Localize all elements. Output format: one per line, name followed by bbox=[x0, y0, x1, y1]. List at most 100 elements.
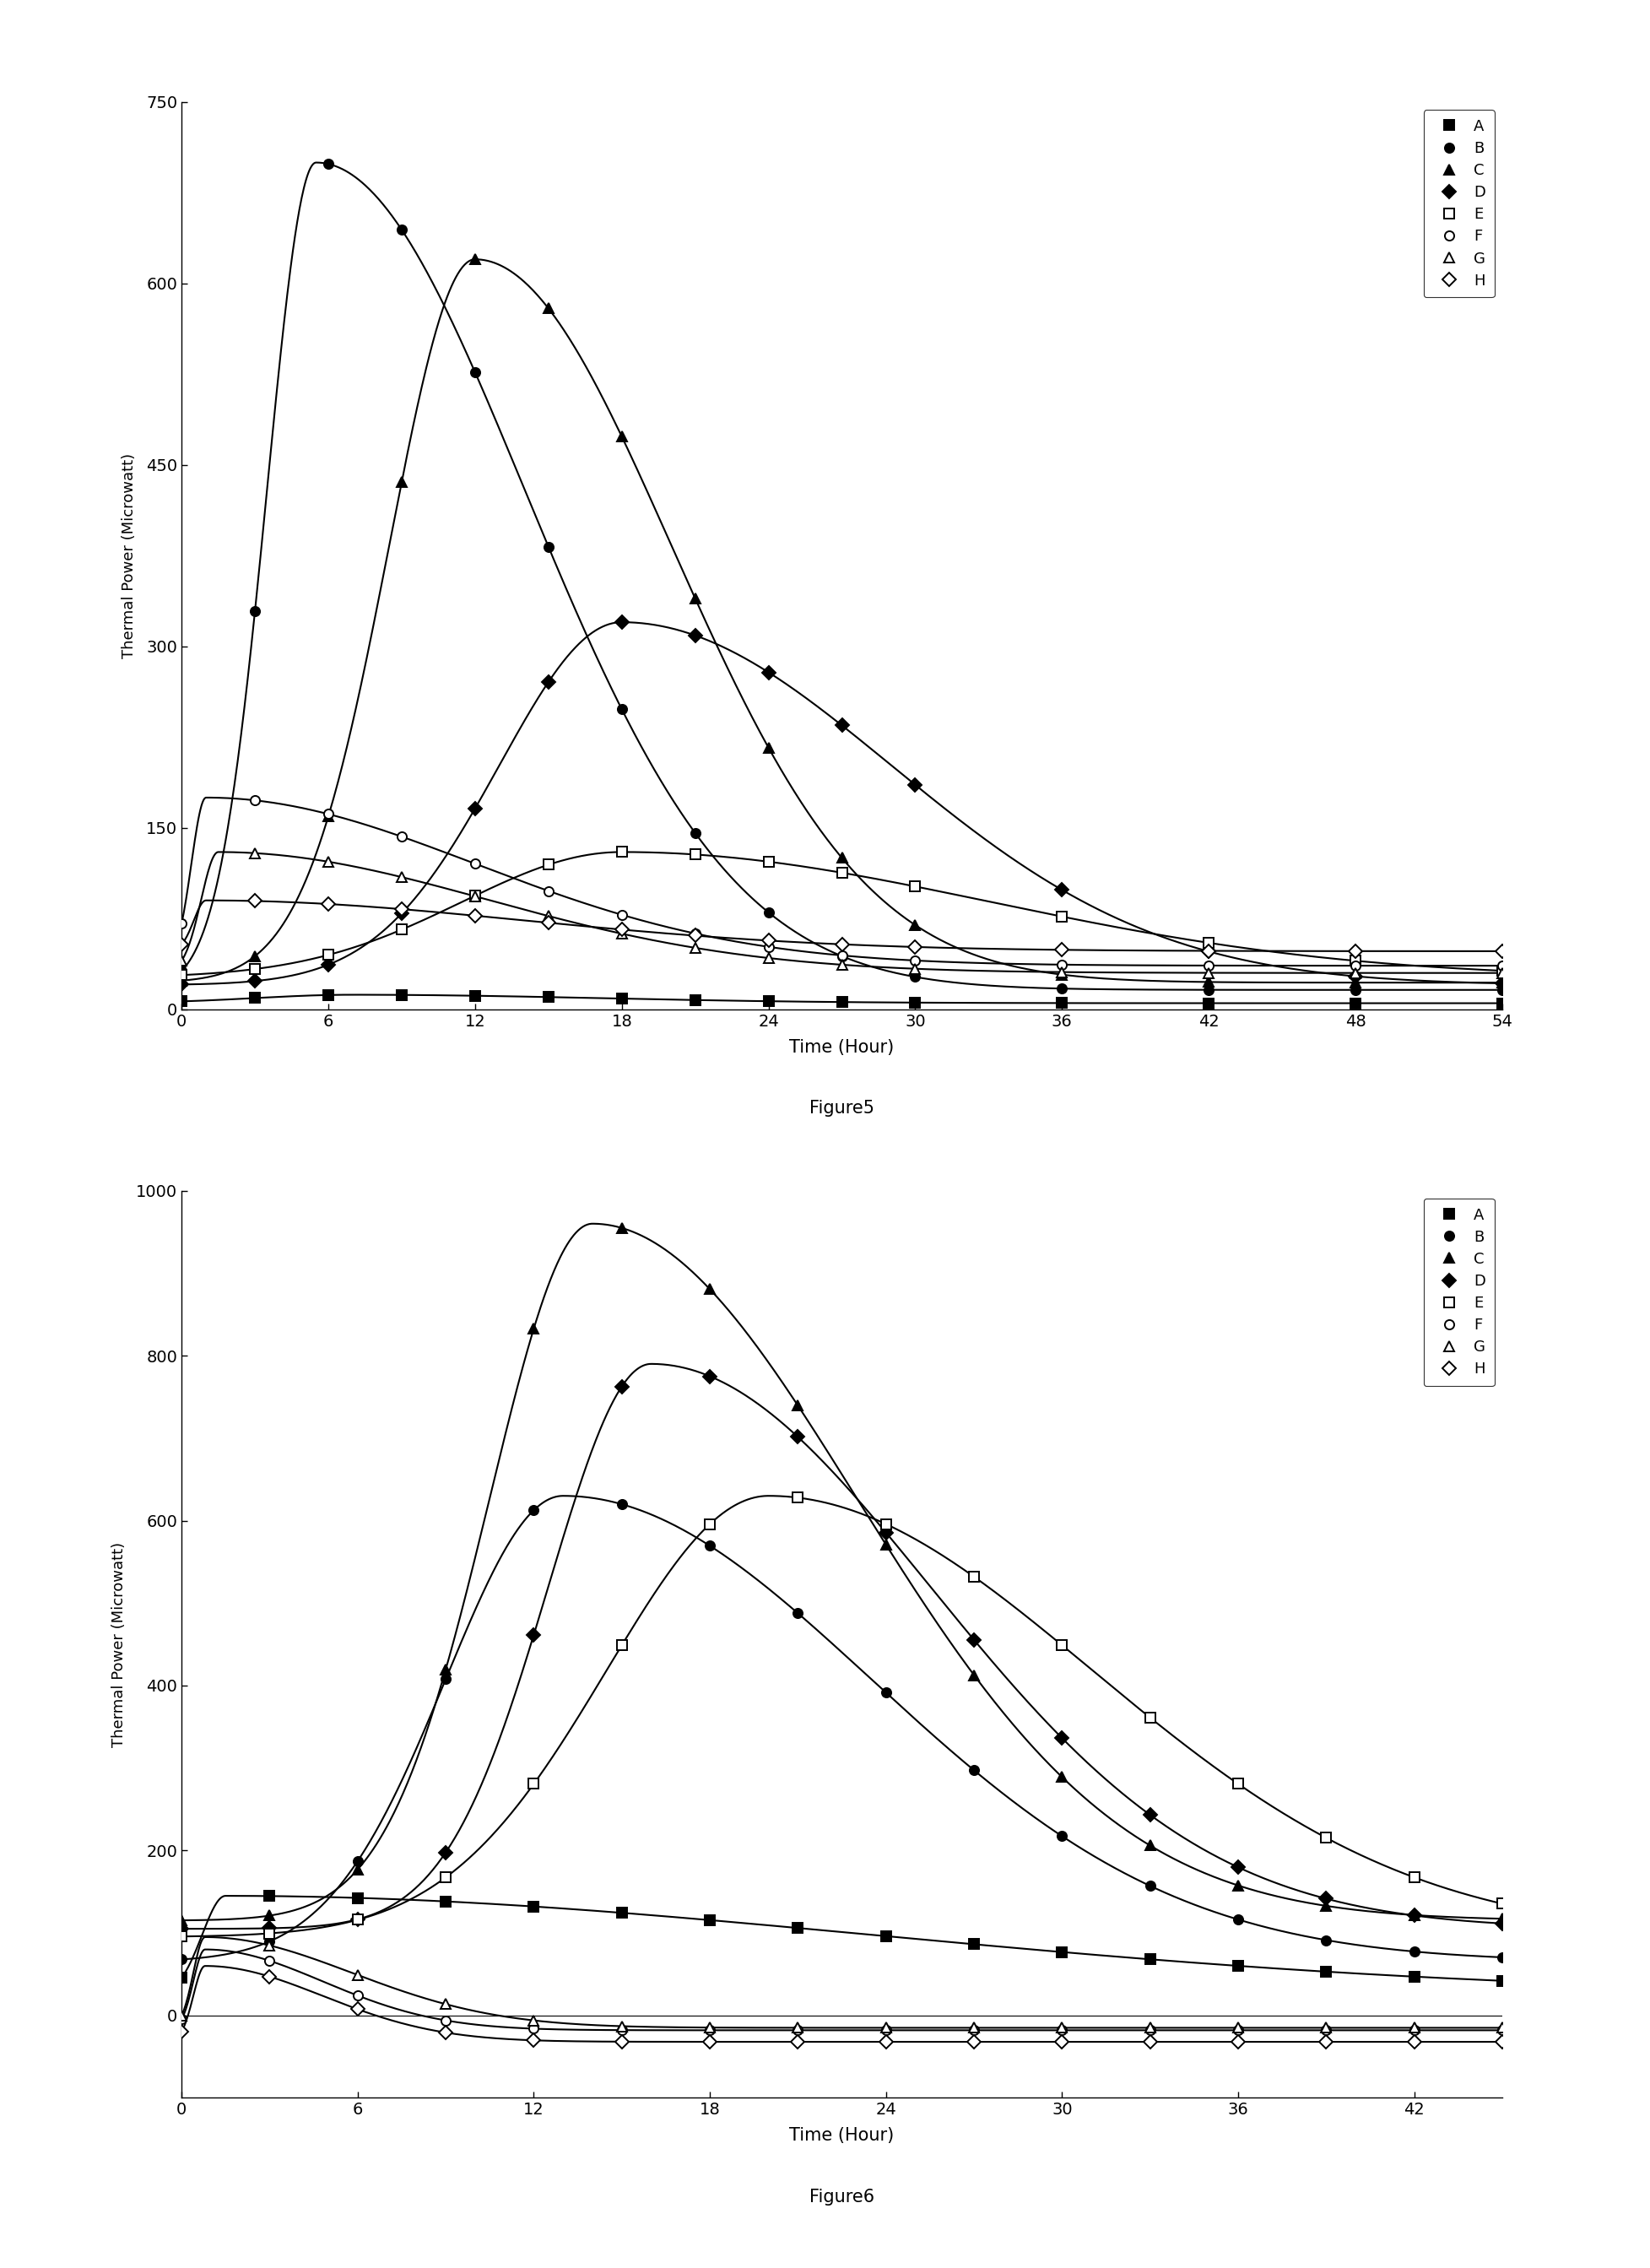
E bbox=[523, 1771, 543, 1799]
E bbox=[436, 1864, 455, 1892]
C bbox=[1404, 1901, 1424, 1928]
F bbox=[1404, 2016, 1424, 2043]
Line: H: H bbox=[177, 1971, 1506, 2046]
Line: B: B bbox=[177, 1499, 1506, 1964]
X-axis label: Time (Hour): Time (Hour) bbox=[789, 1039, 894, 1055]
D bbox=[612, 1372, 632, 1399]
G bbox=[612, 921, 632, 948]
Line: A: A bbox=[177, 1892, 1506, 1984]
B bbox=[612, 696, 632, 723]
Line: D: D bbox=[177, 1372, 1506, 1935]
B bbox=[876, 1678, 896, 1706]
Line: E: E bbox=[177, 1492, 1506, 1941]
C bbox=[1051, 962, 1071, 989]
A bbox=[964, 1930, 983, 1957]
A bbox=[538, 984, 558, 1012]
E bbox=[964, 1563, 983, 1590]
G bbox=[1492, 959, 1511, 987]
B bbox=[391, 215, 411, 243]
G bbox=[1228, 2014, 1247, 2041]
Line: G: G bbox=[177, 848, 1506, 978]
B bbox=[436, 1665, 455, 1692]
H bbox=[1404, 2028, 1424, 2055]
A bbox=[1198, 989, 1218, 1016]
E bbox=[538, 850, 558, 878]
E bbox=[904, 873, 924, 900]
E bbox=[787, 1483, 807, 1510]
C bbox=[318, 803, 338, 830]
H bbox=[832, 930, 851, 957]
H bbox=[244, 887, 264, 914]
D bbox=[1404, 1903, 1424, 1930]
A bbox=[1404, 1964, 1424, 1991]
E bbox=[172, 962, 191, 989]
Text: Figure5: Figure5 bbox=[808, 1100, 874, 1116]
A bbox=[172, 989, 191, 1016]
G bbox=[904, 955, 924, 982]
C bbox=[1228, 1871, 1247, 1898]
D bbox=[538, 669, 558, 696]
B bbox=[612, 1490, 632, 1517]
E bbox=[259, 1919, 279, 1946]
B bbox=[465, 358, 485, 386]
A bbox=[318, 982, 338, 1009]
B bbox=[904, 964, 924, 991]
B bbox=[1140, 1873, 1160, 1901]
Line: G: G bbox=[177, 1941, 1506, 2032]
G bbox=[1051, 2014, 1071, 2041]
D bbox=[436, 1839, 455, 1867]
C bbox=[1198, 968, 1218, 996]
H bbox=[348, 1996, 368, 2023]
F bbox=[700, 2016, 719, 2043]
H bbox=[1140, 2028, 1160, 2055]
H bbox=[318, 891, 338, 919]
D bbox=[904, 771, 924, 798]
Y-axis label: Thermal Power (Microwatt): Thermal Power (Microwatt) bbox=[122, 454, 137, 658]
C bbox=[259, 1903, 279, 1930]
E bbox=[612, 1631, 632, 1658]
D bbox=[1315, 1885, 1335, 1912]
E bbox=[832, 860, 851, 887]
E bbox=[612, 839, 632, 866]
E bbox=[1051, 903, 1071, 930]
E bbox=[1404, 1864, 1424, 1892]
G bbox=[612, 2012, 632, 2039]
B bbox=[787, 1599, 807, 1626]
C bbox=[787, 1393, 807, 1420]
B bbox=[1492, 1944, 1511, 1971]
D bbox=[348, 1905, 368, 1932]
A bbox=[1492, 1966, 1511, 1994]
F bbox=[318, 801, 338, 828]
H bbox=[172, 930, 191, 957]
G bbox=[172, 948, 191, 975]
D bbox=[259, 1914, 279, 1941]
D bbox=[465, 794, 485, 821]
B bbox=[1492, 975, 1511, 1002]
D bbox=[391, 900, 411, 928]
A bbox=[1051, 989, 1071, 1016]
D bbox=[964, 1626, 983, 1653]
Line: C: C bbox=[177, 254, 1506, 987]
H bbox=[787, 2028, 807, 2055]
G bbox=[465, 882, 485, 909]
F bbox=[787, 2016, 807, 2043]
C bbox=[1492, 1905, 1511, 1932]
A bbox=[172, 1964, 191, 1991]
G bbox=[787, 2014, 807, 2041]
A bbox=[391, 982, 411, 1009]
A bbox=[787, 1914, 807, 1941]
H bbox=[436, 2019, 455, 2046]
H bbox=[612, 916, 632, 943]
D bbox=[523, 1622, 543, 1649]
F bbox=[964, 2016, 983, 2043]
D bbox=[318, 950, 338, 978]
C bbox=[759, 735, 779, 762]
E bbox=[391, 916, 411, 943]
D bbox=[787, 1424, 807, 1452]
D bbox=[172, 1914, 191, 1941]
E bbox=[1315, 1823, 1335, 1851]
C bbox=[1315, 1892, 1335, 1919]
B bbox=[259, 1928, 279, 1955]
G bbox=[1404, 2014, 1424, 2041]
G bbox=[1315, 2014, 1335, 2041]
